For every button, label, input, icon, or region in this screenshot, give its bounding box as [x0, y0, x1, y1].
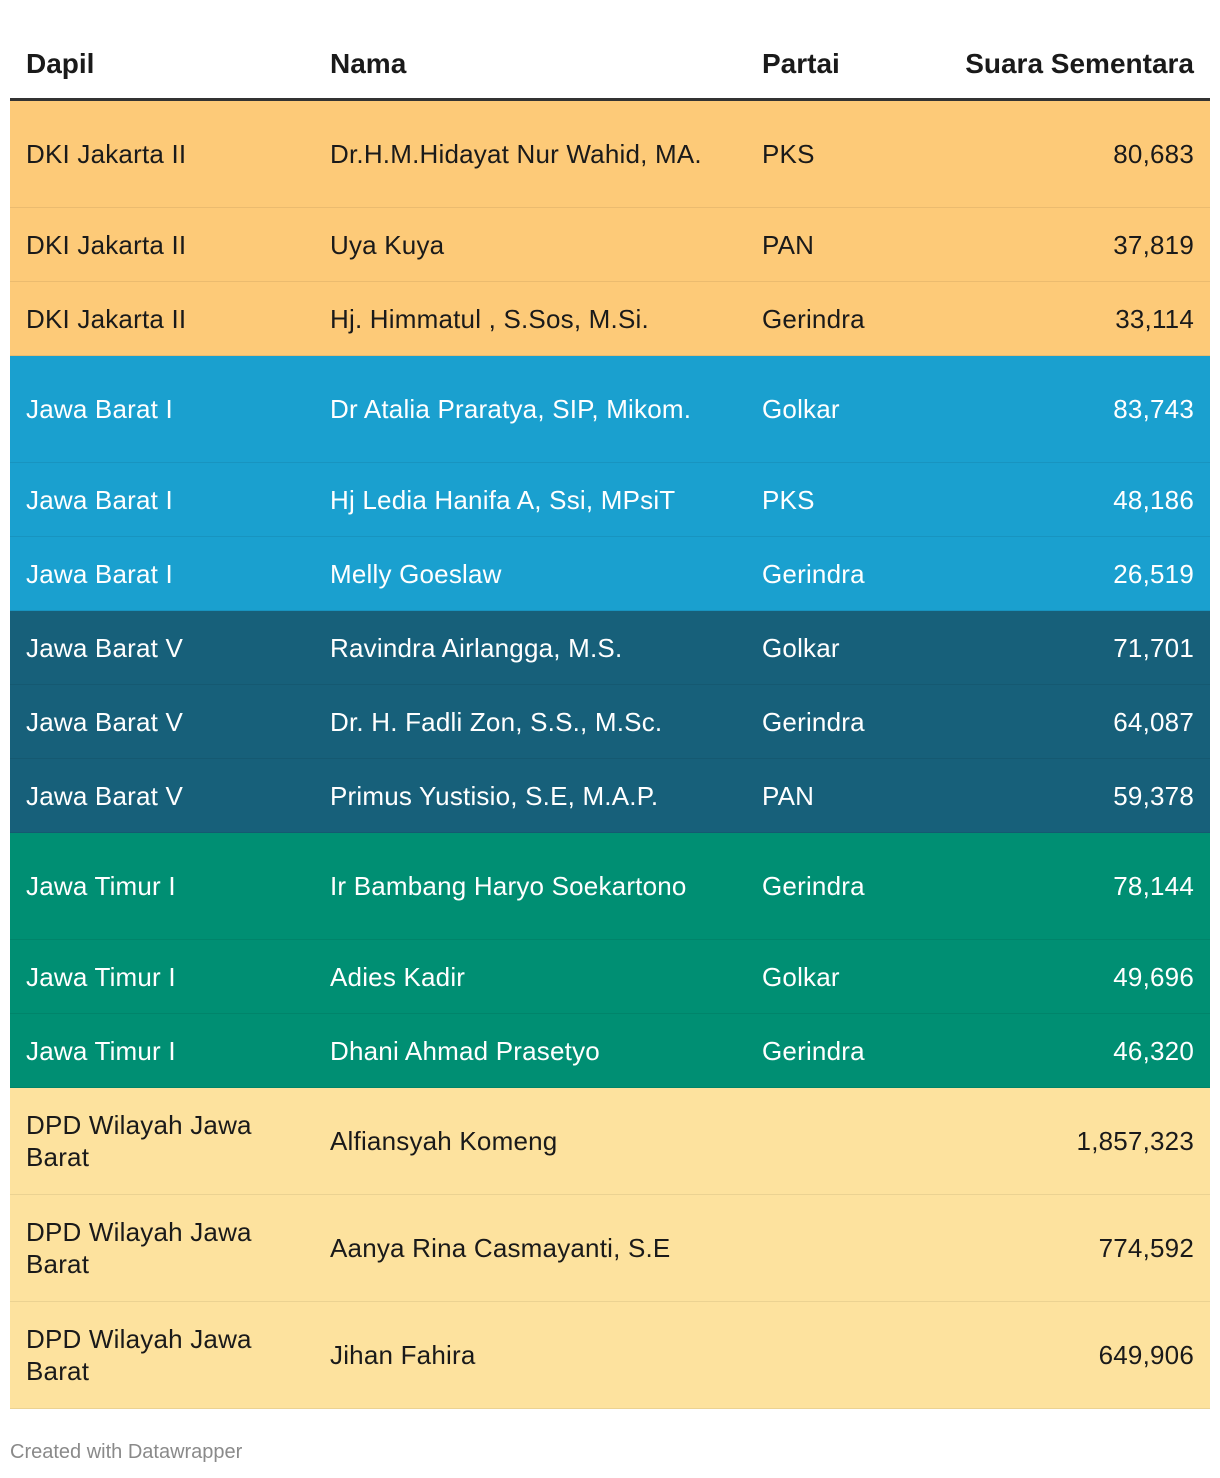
cell-partai: Gerindra — [746, 536, 936, 611]
cell-nama: Aanya Rina Casmayanti, S.E — [314, 1194, 746, 1302]
cell-dapil: Jawa Timur I — [10, 939, 314, 1014]
cell-nama: Hj Ledia Hanifa A, Ssi, MPsiT — [314, 462, 746, 537]
cell-partai: Gerindra — [746, 684, 936, 759]
cell-nama: Primus Yustisio, S.E, M.A.P. — [314, 758, 746, 833]
cell-suara-sementara: 649,906 — [936, 1301, 1210, 1409]
table-row: Jawa Timur I Dhani Ahmad Prasetyo Gerindra… — [10, 1013, 1210, 1088]
table-row: DKI Jakarta II Uya Kuya PAN 37,819 — [10, 207, 1210, 282]
cell-nama: Dr Atalia Praratya, SIP, Mikom. — [314, 355, 746, 463]
cell-nama: Melly Goeslaw — [314, 536, 746, 611]
cell-nama: Dr.H.M.Hidayat Nur Wahid, MA. — [314, 99, 746, 208]
cell-suara-sementara: 774,592 — [936, 1194, 1210, 1302]
cell-nama: Alfiansyah Komeng — [314, 1087, 746, 1195]
header-row: Dapil Nama Partai Suara Sementara — [10, 26, 1210, 101]
cell-partai: Golkar — [746, 939, 936, 1014]
table-body: DKI Jakarta II Dr.H.M.Hidayat Nur Wahid, … — [10, 99, 1210, 1409]
cell-dapil: DPD Wilayah Jawa Barat — [10, 1301, 314, 1409]
cell-dapil: DKI Jakarta II — [10, 281, 314, 356]
cell-partai — [746, 1087, 936, 1195]
cell-suara-sementara: 49,696 — [936, 939, 1210, 1014]
cell-suara-sementara: 59,378 — [936, 758, 1210, 833]
cell-dapil: Jawa Barat V — [10, 758, 314, 833]
cell-suara-sementara: 1,857,323 — [936, 1087, 1210, 1195]
cell-partai: Gerindra — [746, 281, 936, 356]
table-row: DPD Wilayah Jawa Barat Aanya Rina Casmaya… — [10, 1194, 1210, 1302]
cell-partai: PKS — [746, 99, 936, 208]
cell-dapil: DKI Jakarta II — [10, 99, 314, 208]
cell-nama: Jihan Fahira — [314, 1301, 746, 1409]
footer-credit: Created with Datawrapper — [10, 1441, 243, 1463]
cell-dapil: Jawa Barat I — [10, 536, 314, 611]
cell-dapil: Jawa Barat I — [10, 355, 314, 463]
cell-suara-sementara: 48,186 — [936, 462, 1210, 537]
table-row: Jawa Barat I Hj Ledia Hanifa A, Ssi, MPsi… — [10, 462, 1210, 537]
cell-suara-sementara: 46,320 — [936, 1013, 1210, 1088]
table-row: DPD Wilayah Jawa Barat Jihan Fahira 649,90… — [10, 1301, 1210, 1409]
cell-dapil: Jawa Barat V — [10, 684, 314, 759]
table-row: Jawa Barat V Dr. H. Fadli Zon, S.S., M.Sc… — [10, 684, 1210, 759]
cell-nama: Dr. H. Fadli Zon, S.S., M.Sc. — [314, 684, 746, 759]
table-row: Jawa Barat I Melly Goeslaw Gerindra 26,519 — [10, 536, 1210, 611]
cell-partai: Gerindra — [746, 1013, 936, 1088]
header-partai[interactable]: Partai — [746, 26, 936, 101]
cell-partai — [746, 1301, 936, 1409]
cell-suara-sementara: 71,701 — [936, 610, 1210, 685]
table-row: DPD Wilayah Jawa Barat Alfiansyah Komeng 1… — [10, 1087, 1210, 1195]
table-row: Jawa Barat V Primus Yustisio, S.E, M.A.P.… — [10, 758, 1210, 833]
table-row: Jawa Timur I Adies Kadir Golkar 49,696 — [10, 939, 1210, 1014]
cell-suara-sementara: 83,743 — [936, 355, 1210, 463]
table-row: DKI Jakarta II Hj. Himmatul , S.Sos, M.Si… — [10, 281, 1210, 356]
header-dapil[interactable]: Dapil — [10, 26, 314, 101]
cell-nama: Dhani Ahmad Prasetyo — [314, 1013, 746, 1088]
cell-dapil: DPD Wilayah Jawa Barat — [10, 1194, 314, 1302]
cell-partai: PKS — [746, 462, 936, 537]
results-table: Dapil Nama Partai Suara Sementara DKI Ja… — [10, 26, 1210, 1409]
table-header: Dapil Nama Partai Suara Sementara — [10, 26, 1210, 101]
cell-dapil: Jawa Timur I — [10, 832, 314, 940]
cell-nama: Ir Bambang Haryo Soekartono — [314, 832, 746, 940]
cell-nama: Adies Kadir — [314, 939, 746, 1014]
cell-dapil: Jawa Timur I — [10, 1013, 314, 1088]
cell-suara-sementara: 64,087 — [936, 684, 1210, 759]
results-table-container: Dapil Nama Partai Suara Sementara DKI Ja… — [10, 26, 1210, 1409]
cell-partai: Golkar — [746, 355, 936, 463]
cell-dapil: DKI Jakarta II — [10, 207, 314, 282]
cell-partai: Gerindra — [746, 832, 936, 940]
table-row: Jawa Barat I Dr Atalia Praratya, SIP, Mik… — [10, 355, 1210, 463]
cell-suara-sementara: 80,683 — [936, 99, 1210, 208]
cell-suara-sementara: 26,519 — [936, 536, 1210, 611]
table-row: Jawa Barat V Ravindra Airlangga, M.S. Golk… — [10, 610, 1210, 685]
cell-partai: PAN — [746, 758, 936, 833]
cell-suara-sementara: 37,819 — [936, 207, 1210, 282]
cell-suara-sementara: 33,114 — [936, 281, 1210, 356]
header-suara-sementara[interactable]: Suara Sementara — [936, 26, 1210, 101]
table-row: Jawa Timur I Ir Bambang Haryo Soekartono G… — [10, 832, 1210, 940]
cell-dapil: DPD Wilayah Jawa Barat — [10, 1087, 314, 1195]
cell-partai: Golkar — [746, 610, 936, 685]
cell-dapil: Jawa Barat V — [10, 610, 314, 685]
cell-suara-sementara: 78,144 — [936, 832, 1210, 940]
cell-partai: PAN — [746, 207, 936, 282]
header-nama[interactable]: Nama — [314, 26, 746, 101]
cell-partai — [746, 1194, 936, 1302]
table-row: DKI Jakarta II Dr.H.M.Hidayat Nur Wahid, … — [10, 99, 1210, 208]
cell-nama: Ravindra Airlangga, M.S. — [314, 610, 746, 685]
cell-nama: Uya Kuya — [314, 207, 746, 282]
cell-nama: Hj. Himmatul , S.Sos, M.Si. — [314, 281, 746, 356]
cell-dapil: Jawa Barat I — [10, 462, 314, 537]
